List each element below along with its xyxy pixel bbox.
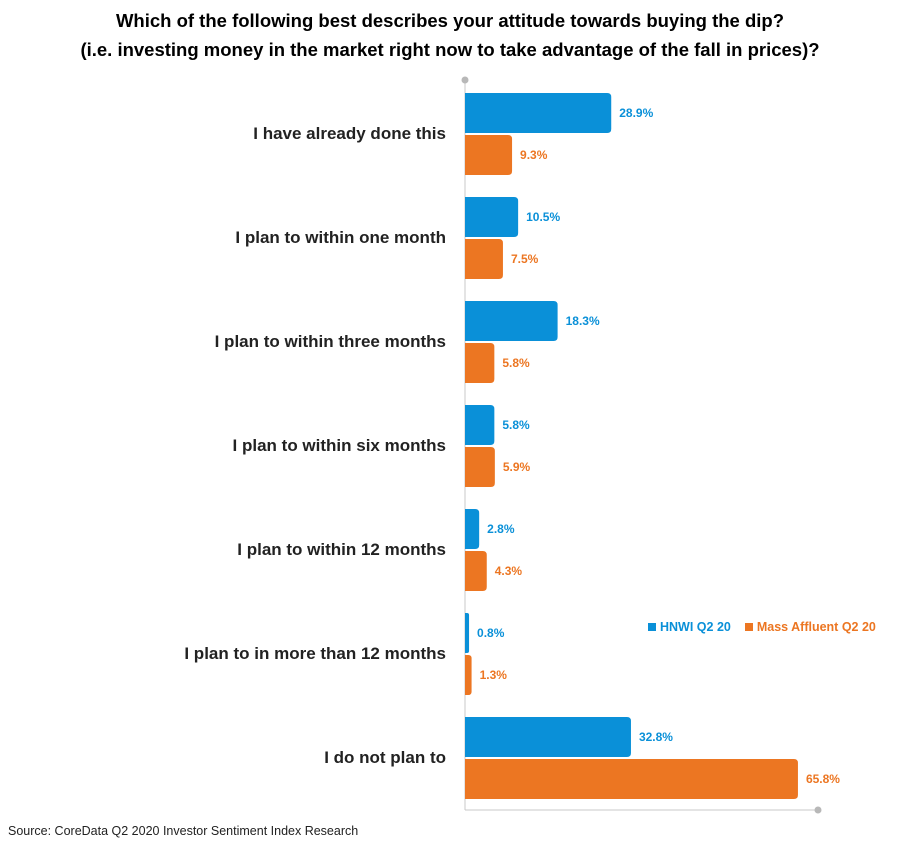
bar-mass-affluent [465, 551, 487, 591]
data-label: 7.5% [511, 252, 539, 266]
bar-mass-affluent [465, 135, 513, 175]
bar-hnwi [465, 613, 470, 653]
data-label: 5.8% [502, 356, 530, 370]
category-label: I do not plan to [324, 748, 446, 767]
category-label: I plan to within six months [233, 436, 446, 455]
bar-hnwi [465, 405, 495, 445]
legend-label-hnwi: HNWI Q2 20 [660, 620, 731, 634]
data-label: 10.5% [526, 210, 560, 224]
bar-mass-affluent [465, 759, 798, 799]
legend-swatch-hnwi [648, 623, 656, 631]
legend-swatch-mass-affluent [744, 623, 753, 631]
legend-item-hnwi: HNWI Q2 20 [648, 620, 731, 634]
data-label: 1.3% [480, 668, 508, 682]
bar-mass-affluent [465, 343, 495, 383]
category-label: I plan to within one month [235, 228, 446, 247]
category-label: I have already done this [253, 124, 446, 143]
data-label: 28.9% [619, 106, 653, 120]
data-label: 4.3% [495, 564, 523, 578]
data-label: 5.8% [502, 418, 530, 432]
bar-mass-affluent [465, 655, 472, 695]
bar-mass-affluent [465, 239, 503, 279]
chart-title-line1: Which of the following best describes yo… [115, 10, 785, 31]
legend: HNWI Q2 20 Mass Affluent Q2 20 [648, 620, 876, 634]
bar-hnwi [465, 197, 519, 237]
data-label: 65.8% [806, 772, 840, 786]
category-label: I plan to within three months [215, 332, 446, 351]
data-label: 18.3% [566, 314, 600, 328]
category-label: I plan to in more than 12 months [184, 644, 446, 663]
chart-title: Which of the following best describes yo… [0, 6, 900, 64]
category-label: I plan to within 12 months [237, 540, 446, 559]
chart-title-line2: (i.e. investing money in the market righ… [80, 39, 820, 60]
legend-item-mass-affluent: Mass Affluent Q2 20 [744, 620, 876, 634]
data-label: 9.3% [520, 148, 548, 162]
bar-hnwi [465, 301, 558, 341]
legend-label-mass-affluent: Mass Affluent Q2 20 [756, 620, 876, 634]
data-label: 32.8% [639, 730, 673, 744]
data-label: 5.9% [503, 460, 531, 474]
data-label: 0.8% [477, 626, 505, 640]
axis-end-dot-top [461, 76, 469, 84]
data-label: 2.8% [487, 522, 515, 536]
bar-hnwi [465, 509, 480, 549]
axis-end-dot-right [814, 806, 822, 814]
source-note: Source: CoreData Q2 2020 Investor Sentim… [8, 824, 359, 838]
bar-hnwi [465, 717, 631, 757]
bar-hnwi [465, 93, 612, 133]
bar-mass-affluent [465, 447, 495, 487]
